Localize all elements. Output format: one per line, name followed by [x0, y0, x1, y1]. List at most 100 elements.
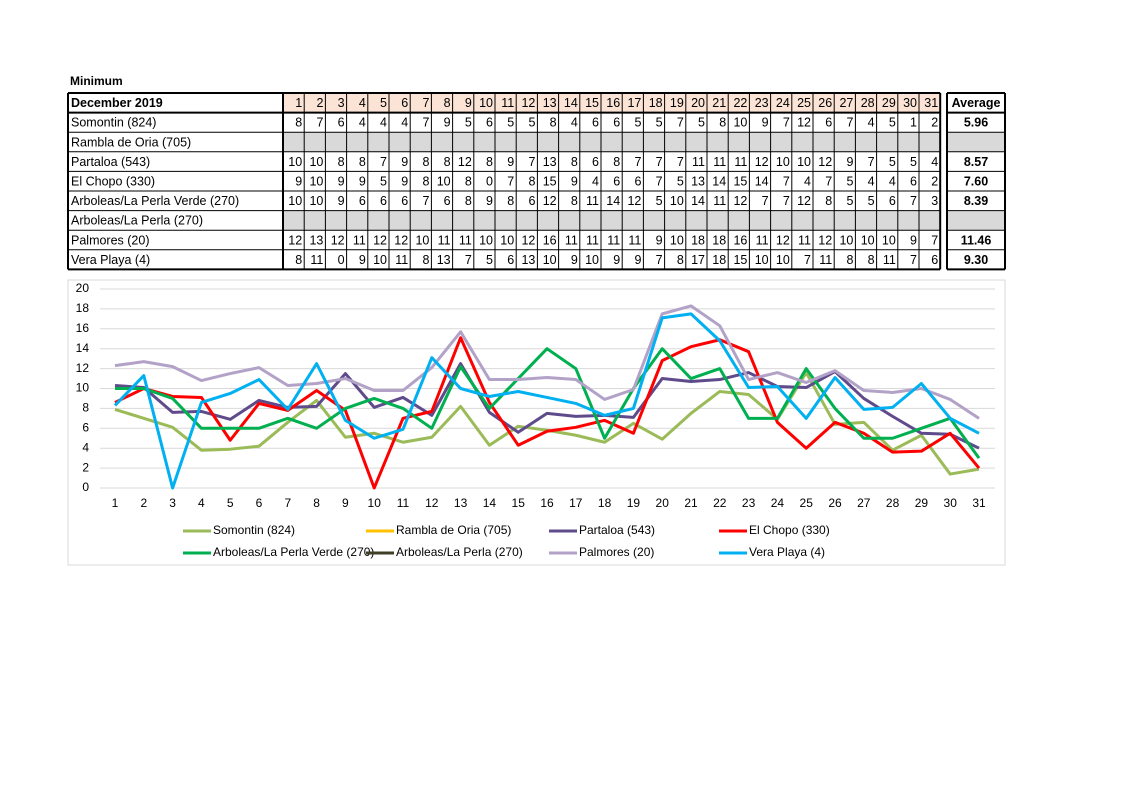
empty-cell: [346, 132, 368, 152]
cell-value: 11: [310, 253, 323, 267]
cell-value: 6: [528, 194, 535, 208]
day-header-cell: [389, 93, 411, 113]
cell-value: 10: [839, 233, 853, 247]
cell-value: 10: [776, 253, 790, 267]
cell-value: 0: [338, 253, 345, 267]
cell-value: 12: [818, 155, 832, 169]
cell-value: 9: [338, 194, 345, 208]
x-tick-label: 5: [227, 496, 234, 510]
empty-cell: [791, 132, 813, 152]
cell-value: 4: [931, 155, 938, 169]
cell-value: 12: [521, 233, 535, 247]
cell-value: 11: [395, 253, 408, 267]
empty-cell: [283, 132, 305, 152]
x-tick-label: 8: [313, 496, 320, 510]
cell-value: 12: [394, 233, 408, 247]
cell-value: 4: [592, 174, 599, 188]
legend-label: Vera Playa (4): [749, 545, 825, 559]
cell-value: 7: [656, 155, 663, 169]
cell-value: 18: [712, 253, 726, 267]
x-tick-label: 1: [112, 496, 119, 510]
x-tick-label: 17: [569, 496, 583, 510]
day-header-cell: [283, 93, 305, 113]
x-tick-label: 4: [198, 496, 205, 510]
cell-value: 12: [458, 155, 472, 169]
cell-value: 5: [910, 155, 917, 169]
cell-value: 9: [613, 253, 620, 267]
legend-label: Palmores (20): [579, 545, 654, 559]
cell-value: 10: [585, 253, 599, 267]
cell-value: 4: [889, 174, 896, 188]
cell-value: 12: [543, 194, 557, 208]
cell-value: 12: [733, 194, 747, 208]
y-tick-label: 16: [76, 321, 90, 335]
empty-cell: [622, 210, 644, 231]
day-header: 22: [733, 96, 747, 110]
day-header-cell: [495, 93, 517, 113]
cell-value: 14: [755, 174, 769, 188]
empty-cell: [495, 132, 517, 152]
day-header-cell: [346, 93, 368, 113]
row-label: Somontin (824): [71, 116, 156, 130]
cell-value: 15: [543, 174, 557, 188]
day-header: 13: [543, 96, 557, 110]
cell-value: 13: [691, 174, 705, 188]
cell-value: 7: [825, 174, 832, 188]
empty-cell: [834, 132, 856, 152]
y-tick-label: 2: [82, 460, 89, 474]
cell-value: 10: [479, 233, 493, 247]
empty-cell: [304, 210, 326, 231]
cell-value: 10: [288, 194, 302, 208]
cell-value: 7: [528, 155, 535, 169]
day-header-cell: [749, 93, 771, 113]
cell-value: 8: [486, 155, 493, 169]
day-header: 8: [444, 96, 451, 110]
cell-value: 12: [331, 233, 345, 247]
empty-cell: [897, 210, 919, 231]
empty-cell: [728, 210, 750, 231]
cell-value: 11: [353, 233, 366, 247]
empty-cell: [431, 132, 453, 152]
x-tick-label: 24: [771, 496, 785, 510]
cell-value: 6: [613, 174, 620, 188]
cell-value: 1: [910, 116, 917, 130]
cell-value: 8: [359, 155, 366, 169]
x-tick-label: 16: [540, 496, 554, 510]
empty-cell: [367, 132, 389, 152]
x-tick-label: 31: [972, 496, 986, 510]
cell-value: 10: [543, 253, 557, 267]
cell-value: 16: [543, 233, 557, 247]
cell-value: 9: [656, 233, 663, 247]
cell-value: 10: [755, 253, 769, 267]
empty-cell: [919, 132, 941, 152]
row-label: Palmores (20): [71, 233, 150, 247]
cell-value: 5: [465, 116, 472, 130]
y-tick-label: 12: [76, 361, 90, 375]
cell-value: 5: [846, 174, 853, 188]
cell-value: 18: [691, 233, 705, 247]
legend-label: Partaloa (543): [579, 523, 655, 537]
cell-value: 4: [571, 116, 578, 130]
empty-cell: [876, 210, 898, 231]
y-tick-label: 0: [82, 480, 89, 494]
cell-value: 8: [571, 155, 578, 169]
cell-value: 11: [756, 233, 769, 247]
cell-value: 17: [691, 253, 705, 267]
cell-value: 10: [882, 233, 896, 247]
empty-cell: [813, 132, 835, 152]
x-tick-label: 6: [256, 496, 263, 510]
cell-value: 5: [889, 116, 896, 130]
empty-cell: [558, 132, 580, 152]
x-tick-label: 18: [598, 496, 612, 510]
cell-value: 5: [889, 155, 896, 169]
day-header: 11: [501, 96, 514, 110]
day-header: 10: [479, 96, 493, 110]
empty-cell: [452, 132, 474, 152]
cell-value: 7: [783, 116, 790, 130]
cell-value: 7: [316, 116, 323, 130]
empty-cell: [947, 210, 1005, 231]
empty-cell: [919, 210, 941, 231]
cell-value: 8: [825, 194, 832, 208]
cell-value: 7: [783, 194, 790, 208]
cell-value: 10: [776, 155, 790, 169]
